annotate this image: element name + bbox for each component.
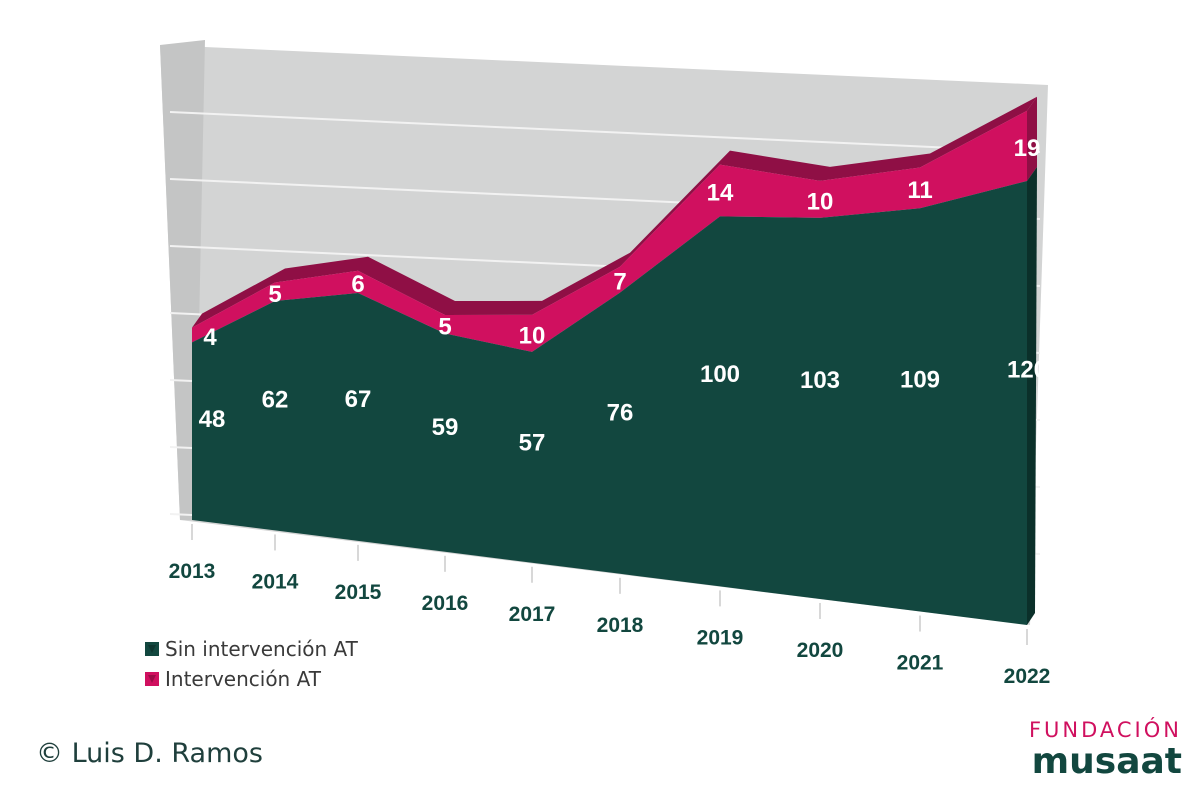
data-label-intervencion: 10 — [807, 188, 834, 215]
area-sin-intervencion-side — [1027, 167, 1037, 625]
legend-swatch-intervencion — [145, 672, 159, 686]
x-tick-label: 2020 — [797, 639, 844, 662]
data-label-sin-intervencion: 109 — [900, 367, 940, 394]
logo-text-top: FUNDACIÓN — [1028, 718, 1182, 742]
x-tick-label: 2021 — [897, 652, 944, 675]
logo-text-bottom: musaat — [1031, 741, 1182, 782]
data-label-intervencion: 19 — [1014, 135, 1041, 162]
copyright-credit: © Luis D. Ramos — [36, 738, 263, 769]
data-label-intervencion: 5 — [438, 313, 451, 340]
x-axis-ticks: 2013 2014 2015 2016 2017 2018 2019 2020 2021 2022 — [169, 524, 1051, 688]
data-labels: 4 48 5 62 6 67 5 59 10 57 7 76 14 100 10 103 11 109 19 120 — [199, 135, 1047, 457]
data-label-sin-intervencion: 100 — [700, 361, 740, 388]
x-tick-label: 2016 — [422, 592, 469, 615]
legend-label-intervencion: Intervención AT — [165, 667, 321, 691]
data-label-sin-intervencion: 76 — [607, 400, 634, 427]
legend-label-sin-intervencion: Sin intervención AT — [165, 637, 358, 661]
data-label-sin-intervencion: 59 — [432, 414, 459, 441]
series-areas — [192, 96, 1037, 625]
legend-item-sin-intervencion: Sin intervención AT — [145, 634, 358, 664]
data-label-sin-intervencion: 48 — [199, 406, 226, 433]
legend: Sin intervención AT Intervención AT — [145, 634, 358, 694]
data-label-sin-intervencion: 103 — [800, 367, 840, 394]
data-label-intervencion: 10 — [519, 322, 546, 349]
data-label-sin-intervencion: 62 — [262, 386, 289, 413]
area-intervencion-side — [1027, 96, 1037, 181]
data-label-intervencion: 5 — [268, 281, 281, 308]
gridline — [169, 111, 1041, 153]
data-label-sin-intervencion: 57 — [519, 429, 546, 456]
x-tick-label: 2015 — [335, 581, 382, 604]
legend-item-intervencion: Intervención AT — [145, 664, 358, 694]
fundacion-musaat-logo: FUNDACIÓN musaat — [1029, 718, 1182, 782]
x-tick-label: 2017 — [509, 603, 556, 626]
data-label-sin-intervencion: 120 — [1007, 356, 1047, 383]
data-label-intervencion: 7 — [613, 269, 626, 296]
x-tick-label: 2018 — [597, 614, 644, 637]
data-label-intervencion: 6 — [351, 271, 364, 298]
x-tick-label: 2019 — [697, 626, 744, 649]
data-label-sin-intervencion: 67 — [345, 386, 372, 413]
x-tick-label: 2014 — [252, 570, 299, 593]
data-label-intervencion: 11 — [907, 177, 932, 204]
legend-swatch-sin-intervencion — [145, 642, 159, 656]
area-sin-intervencion — [192, 181, 1027, 625]
x-tick-label: 2022 — [1004, 665, 1051, 688]
x-tick-label: 2013 — [169, 560, 216, 583]
data-label-intervencion: 4 — [203, 324, 217, 351]
data-label-intervencion: 14 — [707, 179, 734, 206]
